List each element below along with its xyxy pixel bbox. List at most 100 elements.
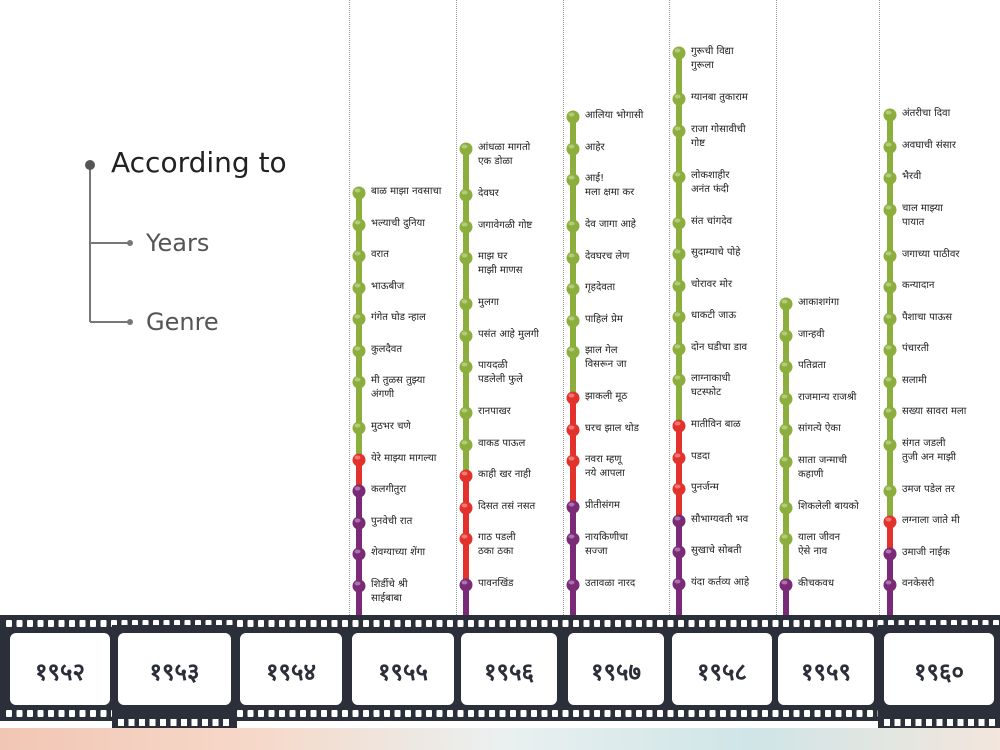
genre-marker-icon <box>779 329 793 342</box>
genre-marker-icon <box>459 297 473 311</box>
genre-marker-icon <box>566 500 580 514</box>
sprocket-hole <box>181 719 187 726</box>
genre-line-segment <box>570 352 576 398</box>
sprocket-hole <box>202 719 208 726</box>
sprocket-hole <box>594 620 600 627</box>
sprocket-hole <box>646 620 653 627</box>
genre-marker-icon <box>672 247 686 261</box>
genre-marker-icon <box>566 532 580 545</box>
year-label[interactable]: १९५४ <box>266 658 316 686</box>
sprocket-hole <box>268 710 275 717</box>
year-label[interactable]: १९६० <box>914 658 964 686</box>
sprocket-hole <box>342 710 348 717</box>
film-title: लोकशाहीर अनंत फंदी <box>691 169 730 195</box>
sprocket-hole <box>957 719 964 726</box>
genre-line-segment <box>887 287 893 319</box>
tree-option-years[interactable]: Years <box>146 229 210 257</box>
film-title: साता जन्माची कहाणी <box>798 454 847 480</box>
genre-line-segment <box>570 180 576 226</box>
film-title: पाहिलं प्रेम <box>585 313 623 325</box>
genre-marker-icon <box>459 406 473 420</box>
sprocket-hole <box>279 620 285 627</box>
year-label[interactable]: १९५६ <box>484 658 534 686</box>
year-label[interactable]: १९५८ <box>697 658 747 686</box>
sprocket-hole <box>174 710 180 717</box>
genre-line-segment <box>887 318 893 350</box>
film-title: गंगेत घोड न्हाल <box>371 312 426 323</box>
genre-line-segment <box>570 429 576 461</box>
genre-line-segment <box>463 195 469 227</box>
genre-marker-icon <box>672 170 686 183</box>
film-title: राजा गोसावीची गोष्ट <box>691 123 746 149</box>
genre-marker-icon <box>352 218 366 231</box>
genre-line-segment <box>676 176 682 223</box>
year-label[interactable]: १९५९ <box>801 658 851 686</box>
sprocket-hole <box>884 719 890 726</box>
genre-marker-icon <box>459 532 473 546</box>
genre-line-segment <box>676 520 682 552</box>
genre-line-segment <box>570 257 576 289</box>
film-title: धाकटी जाऊ <box>691 310 737 321</box>
genre-line-segment <box>570 461 576 507</box>
sprocket-hole <box>279 710 285 717</box>
film-title: चोरावर मोर <box>691 278 733 290</box>
film-title: वरात <box>371 249 389 260</box>
sprocket-hole <box>968 719 974 726</box>
genre-marker-icon <box>883 578 897 592</box>
sprocket-hole <box>898 710 905 717</box>
sprocket-hole <box>16 620 23 627</box>
genre-line-segment <box>356 224 362 256</box>
genre-line-segment <box>783 539 789 585</box>
film-title: नवरा म्हणू नये आपला <box>585 454 625 479</box>
genre-marker-icon <box>672 216 686 229</box>
genre-marker-icon <box>883 108 897 122</box>
genre-line-segment <box>570 538 576 585</box>
film-title: आलिया भोगासी <box>585 110 644 121</box>
year-label[interactable]: १९५५ <box>378 658 428 686</box>
film-title: उमज पडेल तर <box>902 483 955 495</box>
genre-line-segment <box>463 304 469 336</box>
genre-marker-icon <box>883 140 897 153</box>
genre-marker-icon <box>459 188 473 202</box>
film-title: उमाजी नाईक <box>902 546 950 558</box>
genre-line-segment <box>676 130 682 177</box>
genre-marker-icon <box>352 484 366 498</box>
sprocket-hole <box>793 710 800 717</box>
sprocket-hole <box>573 620 579 627</box>
year-label[interactable]: १९५७ <box>591 658 641 686</box>
genre-line-segment <box>463 149 469 195</box>
sprocket-hole <box>195 620 201 627</box>
year-label[interactable]: १९५२ <box>35 658 85 686</box>
film-title: जगावेगळी गोष्ट <box>478 219 533 231</box>
sprocket-hole <box>142 620 149 627</box>
tree-option-genre[interactable]: Genre <box>146 308 219 336</box>
sprocket-hole <box>69 620 75 627</box>
sprocket-hole <box>772 620 779 627</box>
genre-marker-icon <box>352 312 366 326</box>
genre-line-segment <box>463 226 469 258</box>
genre-line-segment <box>463 335 469 367</box>
genre-line-segment <box>463 258 469 304</box>
genre-marker-icon <box>672 342 686 355</box>
genre-line-segment <box>570 320 576 352</box>
sprocket-hole <box>993 710 999 717</box>
film-title: सुदाम्याचे पोहे <box>691 247 741 258</box>
film-title: काही खर नाही <box>478 469 531 480</box>
film-title: मी तुळस तुझ्या अंगणी <box>371 375 426 400</box>
film-title: येरे माझ्या मागल्या <box>371 452 437 464</box>
film-title: पतिव्रता <box>798 360 826 371</box>
film-title: भल्याची दुनिया <box>371 217 425 229</box>
film-title: गाठ पडली ठका ठका <box>478 532 516 557</box>
film-title: गुरूची विद्या गुरूला <box>691 46 734 71</box>
sprocket-hole <box>237 620 243 627</box>
genre-marker-icon <box>672 419 686 433</box>
sprocket-hole <box>856 710 863 717</box>
film-title: देवघर <box>478 188 499 199</box>
genre-line-segment <box>570 507 576 539</box>
bottom-gradient <box>0 728 1000 750</box>
year-label[interactable]: १९५३ <box>149 658 200 686</box>
genre-marker-icon <box>672 279 686 292</box>
sprocket-hole <box>678 620 684 627</box>
sprocket-hole <box>352 620 359 627</box>
